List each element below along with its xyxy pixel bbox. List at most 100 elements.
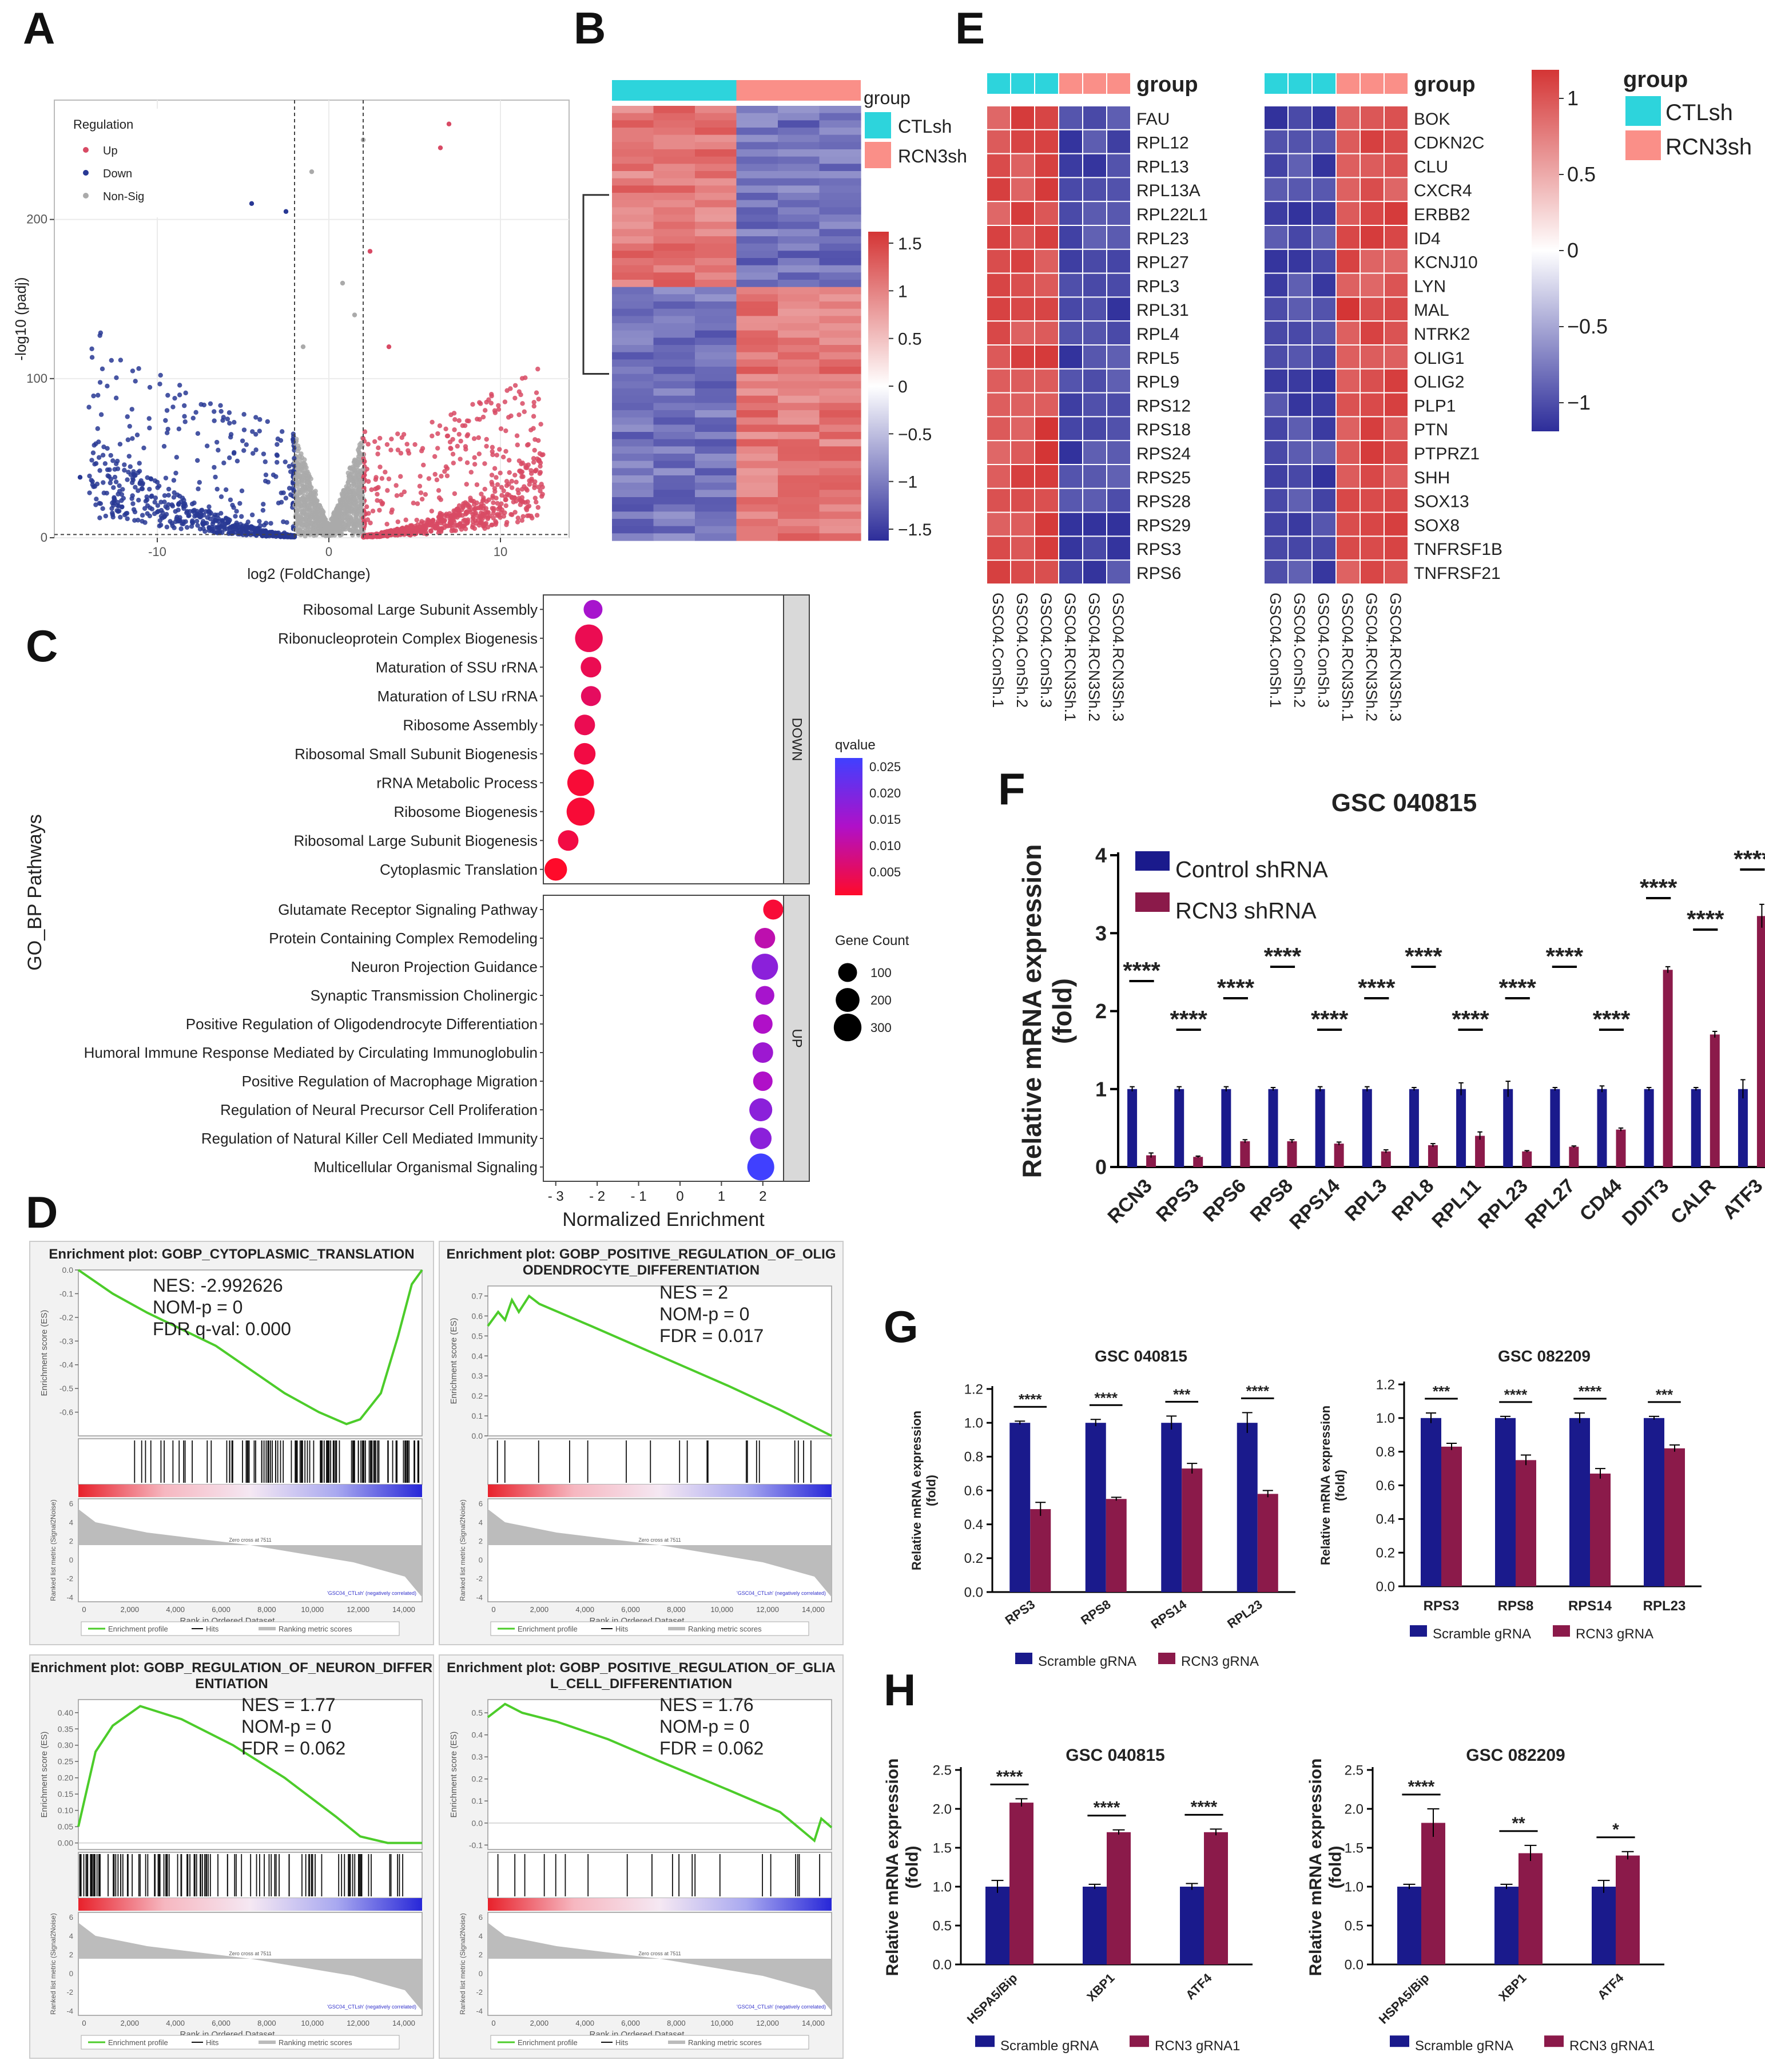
volcano-point	[307, 527, 313, 533]
heatmap-cell	[1082, 272, 1107, 298]
heatmap-cell	[1311, 153, 1337, 178]
heatmap-cell	[1058, 416, 1083, 442]
group-annotation-cell	[1287, 72, 1313, 95]
heatmap-cell	[1082, 177, 1107, 203]
volcano-point	[230, 502, 235, 508]
heatmap-cell	[1311, 368, 1337, 394]
volcano-point	[300, 478, 305, 483]
heatmap-cell	[1106, 296, 1131, 322]
legend-marker	[83, 193, 89, 199]
y-tick-label: 0.8	[964, 1450, 983, 1465]
rank-x-tick-label: 12,000	[756, 1605, 779, 1614]
heatmap-cell	[819, 395, 861, 403]
down-dot	[575, 624, 603, 652]
heatmap-cell	[695, 504, 737, 512]
category-label: RPS14	[1285, 1175, 1344, 1234]
heatmap-cell	[819, 221, 861, 229]
heatmap-cell	[653, 171, 695, 179]
volcano-point	[195, 523, 200, 528]
qvalue-tick-label: 0.025	[869, 760, 901, 774]
down-term-label: rRNA Metabolic Process	[376, 774, 538, 791]
heatmap-cell	[695, 410, 737, 418]
gene-label: RPS25	[1136, 469, 1191, 487]
volcano-point	[172, 395, 177, 401]
heatmap-cell	[819, 156, 861, 164]
volcano-point	[293, 493, 298, 499]
gsea-plot-1: Enrichment plot: GOBP_CYTOPLASMIC_TRANSL…	[29, 1241, 434, 1645]
heatmap-cell	[1010, 535, 1035, 561]
category-label: DDIT3	[1618, 1175, 1673, 1230]
volcano-point	[450, 522, 455, 527]
volcano-point	[538, 470, 543, 475]
heatmap-cell	[778, 482, 820, 490]
y-axis-label: (fold)	[903, 1846, 922, 1889]
heatmap-cell	[736, 533, 778, 541]
volcano-point	[97, 380, 103, 385]
heatmap-cell	[819, 475, 861, 483]
volcano-point	[227, 526, 232, 531]
heatmap-cell	[778, 504, 820, 512]
volcano-point	[198, 511, 204, 517]
heatmap-cell	[819, 229, 861, 237]
volcano-point	[128, 464, 133, 469]
heatmap-cell	[1010, 440, 1035, 466]
nes-value: NES = 2	[659, 1282, 728, 1303]
heatmap-cell	[1384, 225, 1409, 250]
bar-treatment	[1756, 916, 1765, 1167]
legend-marker	[83, 170, 89, 176]
volcano-point	[265, 479, 271, 485]
rank-tick-label: 4	[479, 1518, 483, 1527]
heatmap-cell	[736, 301, 778, 309]
volcano-point	[445, 433, 451, 439]
heatmap-cell	[695, 171, 737, 179]
heatmap-cell	[1311, 440, 1337, 466]
ranking-metric-area	[488, 1509, 832, 1597]
heatmap-cell	[1058, 392, 1083, 418]
volcano-point	[311, 492, 316, 497]
heatmap-cell	[1082, 535, 1107, 561]
category-label: RPL23	[1643, 1598, 1686, 1614]
up-term-label: Positive Regulation of Macrophage Migrat…	[242, 1073, 538, 1090]
heatmap-cell	[1287, 559, 1313, 585]
heatmap-cell	[819, 128, 861, 136]
heatmap-cell	[612, 207, 654, 215]
volcano-point	[516, 458, 522, 463]
heatmap-cell	[653, 134, 695, 142]
heatmap-cell	[1034, 296, 1059, 322]
heatmap-cell	[736, 352, 778, 360]
volcano-point	[420, 446, 426, 451]
category-label: RPL11	[1428, 1175, 1485, 1232]
heatmap-cell	[1058, 440, 1083, 466]
volcano-point	[121, 495, 126, 501]
ranking-color-strip	[78, 1484, 422, 1497]
volcano-point	[213, 474, 218, 480]
volcano-point	[113, 395, 119, 400]
rank-x-tick-label: 8,000	[667, 1605, 686, 1614]
volcano-point	[317, 503, 322, 508]
volcano-point	[165, 392, 170, 398]
volcano-point	[210, 521, 216, 526]
significance-stars: ****	[1504, 1386, 1528, 1403]
volcano-point	[443, 464, 449, 470]
category-label: HSPA5/Bip	[1376, 1971, 1432, 2027]
nes-value: NES: -2.992626	[153, 1275, 283, 1296]
scale-tick-label: 1	[898, 282, 908, 301]
volcano-point	[170, 404, 176, 410]
volcano-point	[511, 499, 516, 505]
gene-label: RPL5	[1136, 349, 1179, 368]
y-tick-label: 2.5	[1345, 1763, 1363, 1778]
volcano-point	[464, 460, 470, 466]
heatmap-cell	[653, 374, 695, 382]
volcano-point	[480, 414, 486, 420]
volcano-point	[451, 461, 456, 466]
heatmap-cell	[695, 316, 737, 324]
heatmap-cell	[1010, 177, 1035, 203]
es-tick-label: 0.00	[58, 1839, 73, 1848]
volcano-point	[532, 437, 538, 442]
volcano-point	[452, 427, 457, 432]
y-tick-label: 0.5	[1345, 1918, 1363, 1934]
es-tick-label: 0.2	[472, 1775, 483, 1784]
volcano-point	[102, 461, 108, 466]
